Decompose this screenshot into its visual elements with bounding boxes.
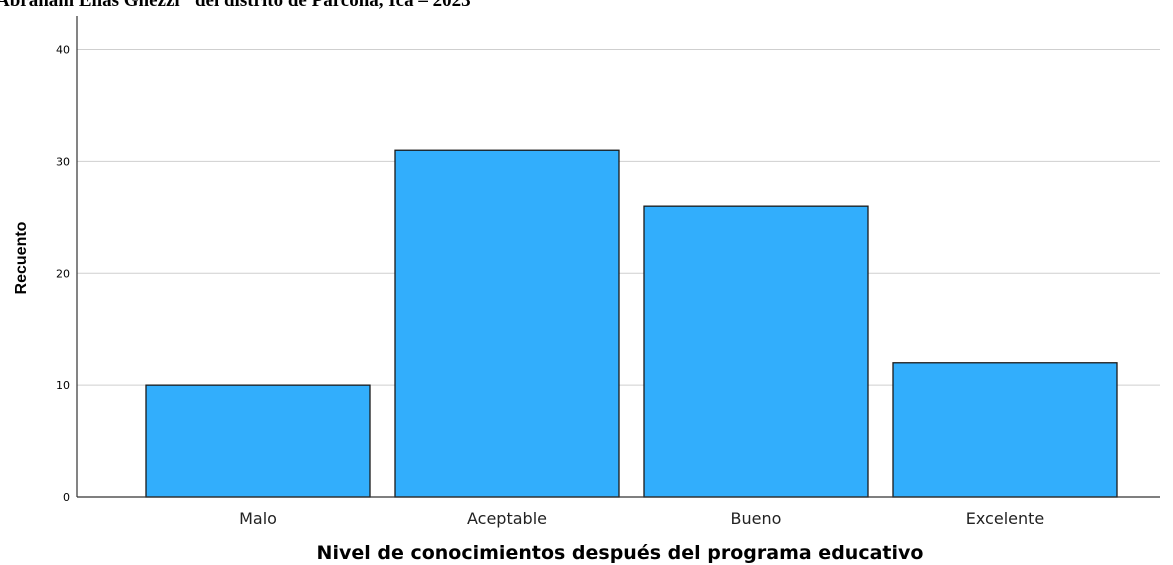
chart-title-fragment: Abraham Elías Ghezzi" del distrito de Pa… <box>0 0 471 11</box>
y-tick-40: 40 <box>56 44 70 57</box>
x-tick-aceptable: Aceptable <box>467 509 547 528</box>
x-axis-label: Nivel de conocimientos después del progr… <box>317 542 924 564</box>
x-tick-excelente: Excelente <box>966 509 1044 528</box>
x-tick-bueno: Bueno <box>731 509 782 528</box>
bars <box>145 149 1118 498</box>
y-tick-labels: 0 10 20 30 40 <box>56 44 70 504</box>
y-tick-30: 30 <box>56 155 70 168</box>
bar-excelente <box>892 362 1118 498</box>
x-tick-labels: Malo Aceptable Bueno Excelente <box>239 509 1044 528</box>
y-tick-20: 20 <box>56 267 70 280</box>
y-tick-0: 0 <box>63 491 70 504</box>
bar-aceptable <box>394 149 620 498</box>
bar-malo <box>145 384 371 498</box>
y-axis-label: Recuento <box>13 221 30 294</box>
x-tick-malo: Malo <box>239 509 277 528</box>
y-tick-10: 10 <box>56 379 70 392</box>
bar-bueno <box>643 205 869 498</box>
